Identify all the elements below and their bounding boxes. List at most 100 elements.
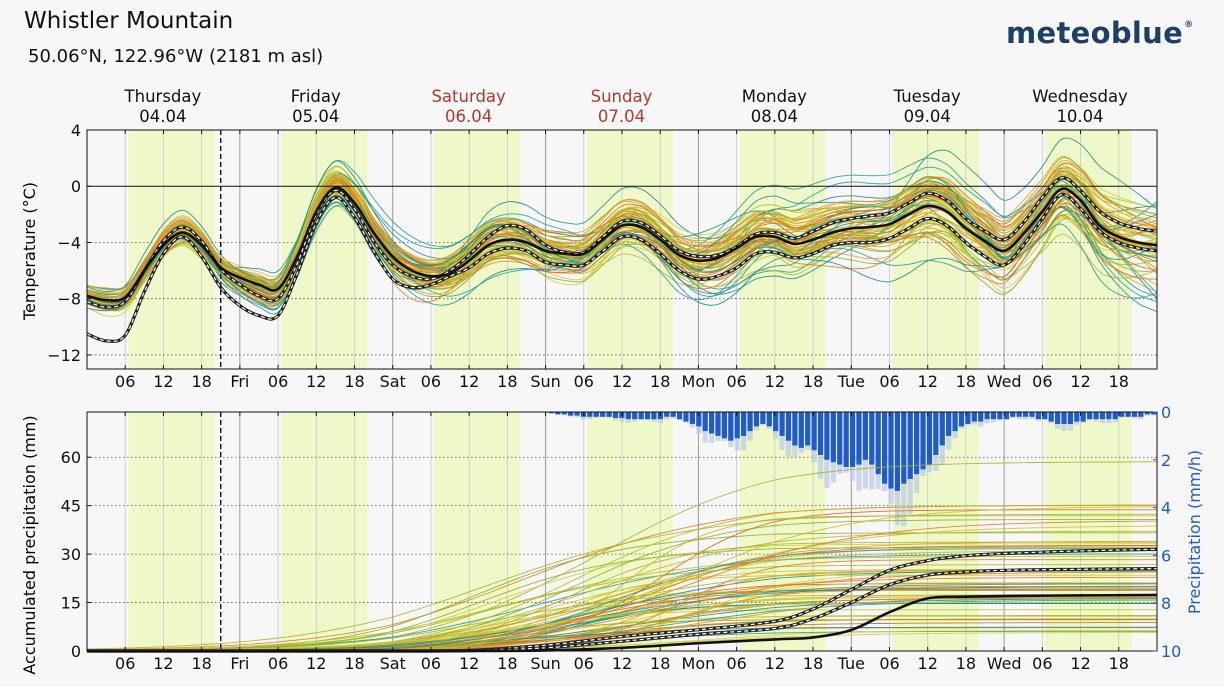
day-name: Wednesday xyxy=(1032,87,1128,106)
logo-text: meteoblue xyxy=(1006,16,1184,50)
x-tick-label: 12 xyxy=(1070,372,1090,391)
precip-bar xyxy=(1042,412,1048,420)
x-tick-label: Wed xyxy=(987,372,1022,391)
precip-bar xyxy=(888,412,894,489)
meteoblue-logo[interactable]: meteoblue® xyxy=(1006,16,1193,50)
x-tick-label: 06 xyxy=(574,372,594,391)
temperature-axes: 06 12 18 Fri 06 12 18 Sat 06 12 18 Sun 06 12 18 Mon 06 12… xyxy=(47,121,1158,391)
precip-y-tick-label: 0 xyxy=(71,642,81,661)
precip-bar xyxy=(600,412,606,417)
x-tick-label: 06 xyxy=(421,372,441,391)
precip-bar xyxy=(856,412,862,465)
precip-bar xyxy=(881,412,888,484)
temperature-quantile-lines xyxy=(87,130,1157,369)
precip-y-tick-label: 45 xyxy=(61,497,81,516)
x-tick-label: Tue xyxy=(837,654,865,673)
precip-rate-tick-label: 2 xyxy=(1161,451,1171,470)
precip-bar xyxy=(978,412,984,422)
x-tick-label: 18 xyxy=(191,372,211,391)
x-tick-label: 12 xyxy=(765,372,785,391)
x-tick-label: Mon xyxy=(682,654,716,673)
precip-bar xyxy=(1125,412,1131,417)
precip-bar xyxy=(990,412,997,420)
x-tick-label: 12 xyxy=(459,372,479,391)
x-tick-label: 12 xyxy=(153,372,173,391)
temp-ensemble-member xyxy=(87,167,1157,290)
precip-bar xyxy=(946,412,952,436)
precip-bar xyxy=(1087,412,1093,420)
precip-bar xyxy=(849,412,856,467)
precip-bar xyxy=(766,412,772,427)
temp-ensemble-member xyxy=(87,173,1157,300)
precip-rate-tick-label: 4 xyxy=(1161,499,1171,518)
x-tick-label: 18 xyxy=(956,654,976,673)
x-tick-label: 18 xyxy=(344,372,364,391)
temp-ensemble-member xyxy=(87,174,1157,306)
precip-bar xyxy=(901,412,907,484)
precip-bar xyxy=(894,412,901,491)
temp-ensemble-member xyxy=(87,156,1157,295)
temp-ensemble-member xyxy=(87,193,1157,309)
location-title: Whistler Mountain xyxy=(24,8,234,34)
precip-bar xyxy=(837,412,843,465)
precip-bar xyxy=(817,412,824,456)
precip-bar xyxy=(741,412,747,436)
precip-bar xyxy=(952,412,958,432)
precip-ensemble-member xyxy=(87,515,1157,651)
precip-bar xyxy=(1029,412,1035,417)
precip-ensemble-member xyxy=(87,559,1157,651)
temp-y-tick-label: −8 xyxy=(57,290,81,309)
precip-bar xyxy=(1080,412,1086,422)
precip-rate-tick-label: 8 xyxy=(1161,594,1171,613)
x-tick-label: 06 xyxy=(115,654,135,673)
precip-bar xyxy=(933,412,939,456)
precip-bar xyxy=(779,412,785,436)
temp-upper-quantile xyxy=(87,177,1157,308)
precip-bar xyxy=(939,412,945,446)
day-name: Monday xyxy=(742,87,807,106)
precip-bar xyxy=(965,412,971,424)
precip-bar xyxy=(1067,412,1074,424)
x-tick-label: Mon xyxy=(682,372,716,391)
x-tick-label: 18 xyxy=(650,654,670,673)
temp-y-tick-label: −12 xyxy=(47,346,81,365)
temp-y-tick-label: 4 xyxy=(71,121,81,140)
x-tick-label: 06 xyxy=(1032,372,1052,391)
precipitation-axes: 06 12 18 Fri 06 12 18 Sat 06 12 18 Sun 06 12 18 Mon 06 12… xyxy=(61,403,1182,673)
precip-rate-tick-label: 10 xyxy=(1161,642,1181,661)
x-tick-label: 12 xyxy=(153,654,173,673)
precip-bar xyxy=(1074,412,1080,422)
precip-bar xyxy=(1112,412,1118,420)
precip-bar xyxy=(1048,412,1054,422)
temperature-daylight-bands xyxy=(128,130,1132,369)
precip-bar xyxy=(747,412,753,432)
precip-bar xyxy=(625,412,631,420)
day-date: 05.04 xyxy=(292,107,339,126)
x-tick-label: Sat xyxy=(380,372,406,391)
precip-bar xyxy=(1138,412,1144,417)
temperature-y-label: Temperature (°C) xyxy=(20,182,39,321)
precip-bar xyxy=(753,412,760,427)
precip-bar xyxy=(760,412,766,424)
precip-bar xyxy=(1106,412,1112,420)
day-name: Friday xyxy=(291,87,341,106)
x-tick-label: 18 xyxy=(497,654,517,673)
precip-bar xyxy=(1022,412,1029,417)
precip-bar xyxy=(875,412,881,475)
precip-bar xyxy=(792,412,798,446)
precip-bar xyxy=(670,412,676,417)
x-tick-label: 12 xyxy=(612,654,632,673)
precip-y-tick-label: 15 xyxy=(61,594,81,613)
day-name: Sunday xyxy=(591,87,653,106)
day-name: Saturday xyxy=(431,87,506,106)
precipitation-panel: 06 12 18 Fri 06 12 18 Sat 06 12 18 Sun 06 12 18 Mon 06 12… xyxy=(20,403,1204,675)
x-tick-label: Wed xyxy=(987,654,1022,673)
precip-bar xyxy=(971,412,977,422)
temp-ensemble-member xyxy=(87,137,1157,293)
precip-bar xyxy=(843,412,849,467)
precip-y-tick-label: 60 xyxy=(61,448,81,467)
precip-bar xyxy=(708,412,715,434)
precipitation-rate-y-label: Precipitation (mm/h) xyxy=(1185,450,1204,614)
x-tick-label: 06 xyxy=(574,654,594,673)
